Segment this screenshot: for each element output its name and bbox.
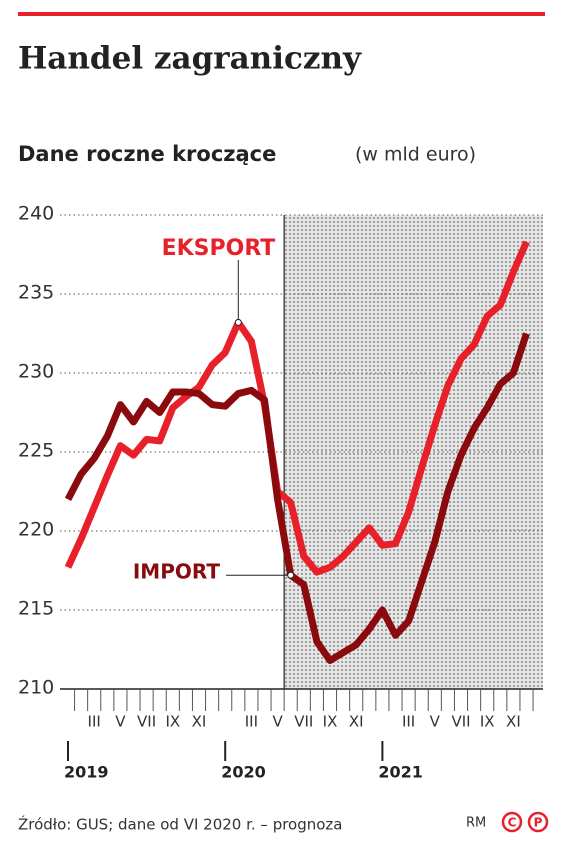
y-tick-label: 210 [18, 677, 54, 699]
x-tick-label: V [430, 713, 441, 731]
chart-subtitle: Dane roczne kroczące [18, 142, 276, 166]
x-tick-label: IX [165, 713, 180, 731]
top-rule [18, 12, 545, 16]
y-tick-label: 235 [18, 282, 54, 304]
y-tick-label: 225 [18, 440, 54, 462]
series-line [64, 240, 530, 576]
series-label: IMPORT [133, 560, 221, 584]
y-tick-label: 230 [18, 361, 54, 383]
year-label: 2019 [64, 763, 109, 782]
x-tick-label: III [245, 713, 258, 731]
x-tick-label: XI [192, 713, 207, 731]
y-tick-label: 220 [18, 519, 54, 541]
logo-letter: P [534, 816, 543, 830]
x-tick-label: IX [323, 713, 338, 731]
x-tick-label: IX [480, 713, 495, 731]
logo-circle [501, 811, 523, 833]
logo-circle [527, 811, 549, 833]
y-tick-label: 215 [18, 598, 54, 620]
x-tick-label: VII [137, 713, 156, 731]
logo-letter: C [508, 816, 517, 830]
source: Źródło: GUS; dane od VI 2020 r. – progno… [18, 815, 343, 834]
x-tick-label: VII [294, 713, 313, 731]
x-tick-label: V [272, 713, 283, 731]
series-label: EKSPORT [162, 236, 276, 261]
x-tick-label: III [402, 713, 415, 731]
label-point [287, 571, 295, 579]
label-point [234, 318, 242, 326]
chart-title: Handel zagraniczny [18, 41, 362, 77]
year-label: 2021 [378, 763, 423, 782]
year-label: 2020 [221, 763, 266, 782]
credit: RM [466, 816, 486, 831]
x-tick-label: XI [506, 713, 521, 731]
x-tick-label: III [88, 713, 101, 731]
x-tick-label: V [115, 713, 126, 731]
x-tick-label: XI [349, 713, 364, 731]
y-tick-label: 240 [18, 203, 54, 225]
series-line [64, 332, 530, 665]
x-tick-label: VII [451, 713, 470, 731]
unit-label: (w mld euro) [355, 144, 476, 166]
